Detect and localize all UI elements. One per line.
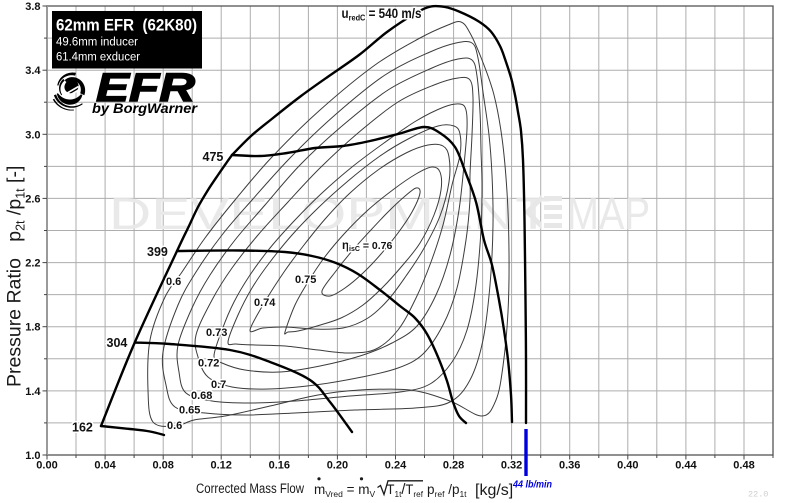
svg-text:0.6: 0.6	[166, 276, 181, 288]
svg-text:Corrected Mass Flow: Corrected Mass Flow	[196, 481, 304, 496]
svg-text:2.2: 2.2	[25, 258, 40, 270]
svg-text:162: 162	[72, 421, 93, 435]
svg-text:0.00: 0.00	[36, 460, 57, 472]
svg-text:62mm EFR (62K80): 62mm EFR (62K80)	[56, 17, 197, 35]
svg-text:475: 475	[203, 150, 224, 164]
svg-text:Pressure Ratio p2t /p1t [-]: Pressure Ratio p2t /p1t [-]	[4, 166, 28, 387]
svg-text:MAP: MAP	[567, 190, 650, 239]
svg-text:mVred = mV: mVred = mV	[314, 482, 376, 499]
svg-text:0.44: 0.44	[675, 460, 697, 472]
svg-text:0.32: 0.32	[501, 460, 522, 472]
svg-text:0.6: 0.6	[167, 420, 182, 432]
svg-text:uredC = 540 m/s: uredC = 540 m/s	[342, 6, 422, 23]
svg-text:0.16: 0.16	[269, 460, 290, 472]
svg-text:61.4mm exducer: 61.4mm exducer	[56, 52, 140, 64]
svg-text:ηisC = 0.76: ηisC = 0.76	[342, 240, 393, 253]
svg-text:0.36: 0.36	[559, 460, 580, 472]
svg-text:2.6: 2.6	[25, 193, 40, 205]
svg-text:1.0: 1.0	[25, 450, 40, 462]
svg-text:0.75: 0.75	[295, 274, 316, 286]
svg-text:3.0: 3.0	[25, 129, 40, 141]
svg-text:0.24: 0.24	[385, 460, 407, 472]
svg-text:304: 304	[107, 336, 128, 350]
svg-text:49.6mm inducer: 49.6mm inducer	[56, 37, 138, 49]
svg-text:0.12: 0.12	[210, 460, 231, 472]
svg-text:0.7: 0.7	[211, 379, 226, 391]
svg-text:0.73: 0.73	[206, 327, 227, 339]
svg-text:3.8: 3.8	[25, 1, 40, 13]
svg-text:[kg/s]: [kg/s]	[475, 482, 513, 499]
svg-text:0.65: 0.65	[179, 405, 200, 417]
svg-text:0.68: 0.68	[191, 390, 212, 402]
svg-text:0.74: 0.74	[254, 297, 276, 309]
svg-text:0.08: 0.08	[152, 460, 173, 472]
svg-text:0.48: 0.48	[733, 460, 754, 472]
svg-text:0.72: 0.72	[198, 358, 219, 370]
svg-text:3.4: 3.4	[25, 65, 41, 77]
svg-text:0.40: 0.40	[617, 460, 638, 472]
svg-text:22.0: 22.0	[748, 490, 768, 500]
svg-text:DEVELOPMENT: DEVELOPMENT	[109, 190, 551, 239]
svg-text:by BorgWarner: by BorgWarner	[92, 100, 199, 116]
svg-text:EFR: EFR	[96, 66, 195, 110]
svg-text:0.20: 0.20	[327, 460, 348, 472]
svg-text:0.04: 0.04	[94, 460, 116, 472]
svg-text:1.8: 1.8	[25, 322, 40, 334]
svg-text:44 lb/min: 44 lb/min	[512, 480, 552, 491]
svg-text:1.4: 1.4	[25, 386, 41, 398]
svg-text:399: 399	[147, 245, 168, 259]
svg-text:0.28: 0.28	[443, 460, 464, 472]
